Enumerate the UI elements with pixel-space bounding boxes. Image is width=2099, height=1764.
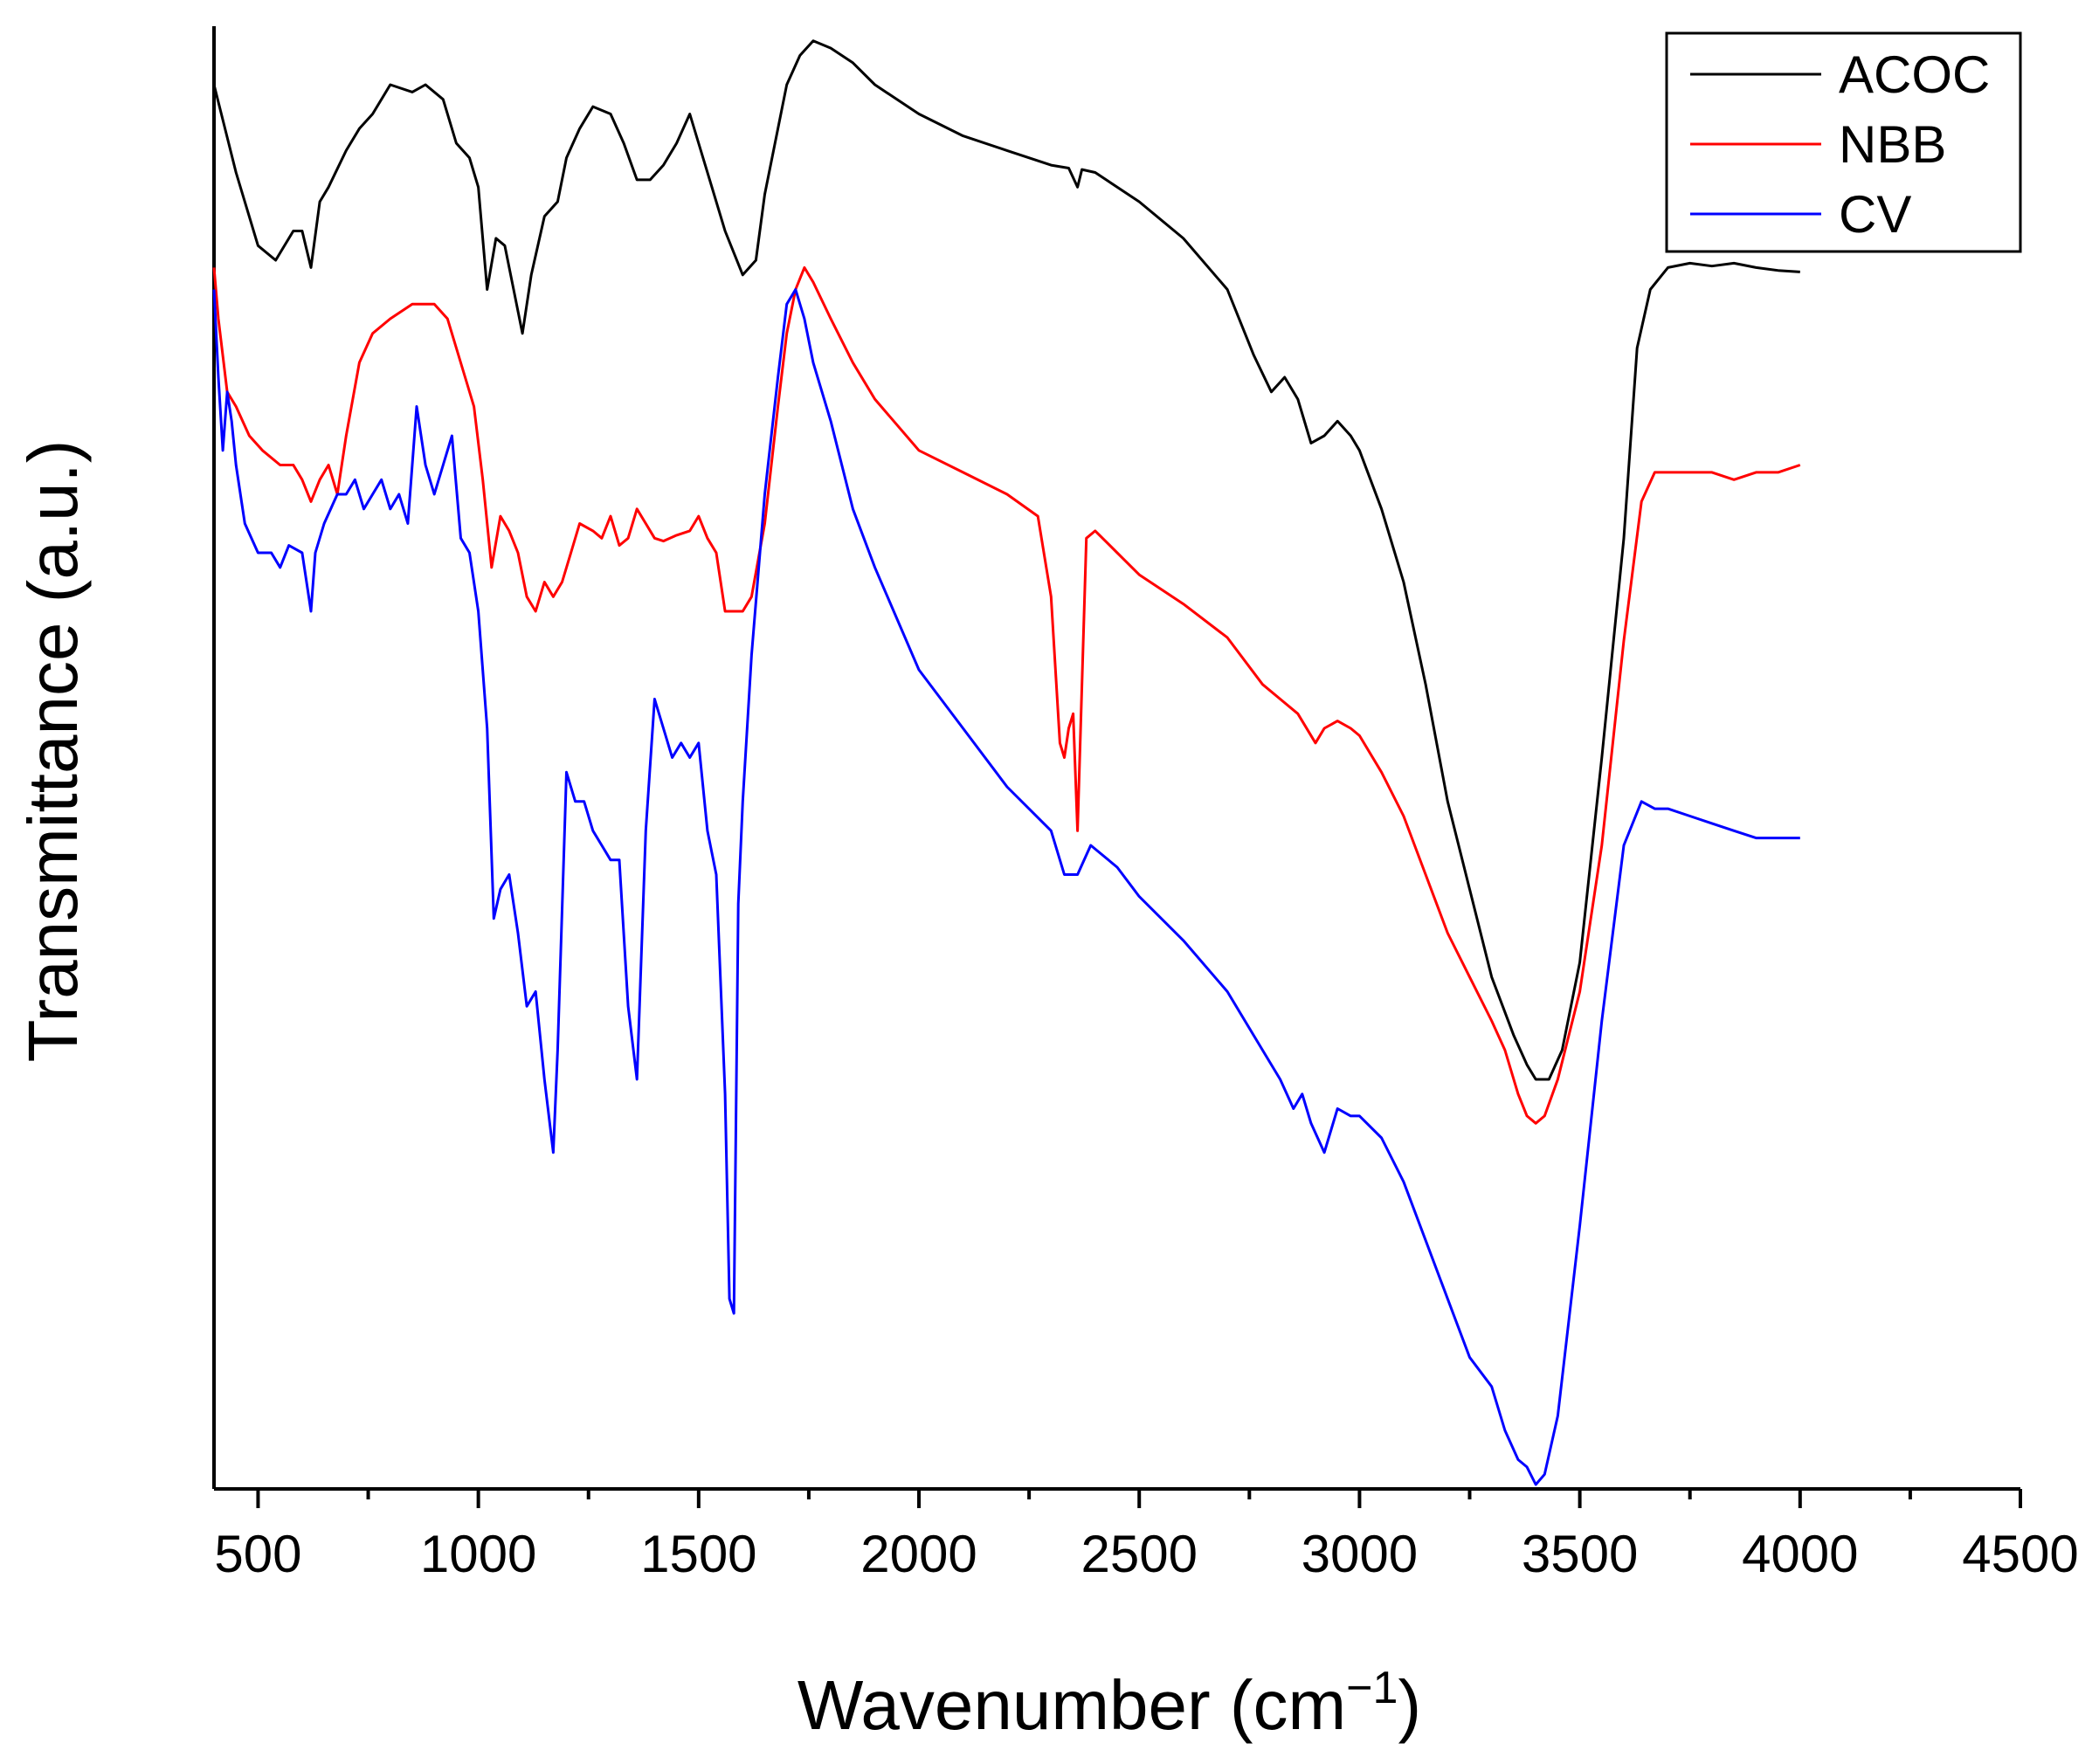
x-axis-tick-labels: 500 1000 1500 2000 2500 3000 3500 4000 4500 [214,1525,2078,1583]
series-layer [212,39,1801,1486]
x-tick-label: 1000 [420,1525,536,1583]
series-line-cv [212,288,1800,1486]
x-tick-label: 3000 [1302,1525,1418,1583]
legend-label-nbb: NBB [1839,115,1946,174]
x-tick-label: 1500 [640,1525,756,1583]
x-tick-label: 4500 [1962,1525,2078,1583]
y-axis-title: Transmittance (a.u.) [14,440,92,1063]
series-line-acoc [212,39,1800,1081]
legend-label-cv: CV [1839,185,1911,244]
x-axis-title: Wavenumber (cm−1) [797,1663,1421,1744]
legend: ACOC NBB CV [1665,31,2022,253]
series-line-nbb [212,265,1801,1125]
x-tick-label: 2500 [1081,1525,1197,1583]
x-axis-ticks [256,1489,2022,1508]
x-axis-title-main: Wavenumber (cm [797,1666,1346,1744]
x-tick-label: 2000 [860,1525,977,1583]
legend-entries: ACOC NBB CV [1690,45,1990,244]
x-tick-label: 4000 [1742,1525,1858,1583]
x-tick-label: 3500 [1522,1525,1638,1583]
x-axis-title-superscript: −1 [1346,1663,1398,1713]
x-tick-label: 500 [214,1525,301,1583]
x-axis-title-close: ) [1398,1666,1421,1744]
legend-label-acoc: ACOC [1839,45,1990,104]
